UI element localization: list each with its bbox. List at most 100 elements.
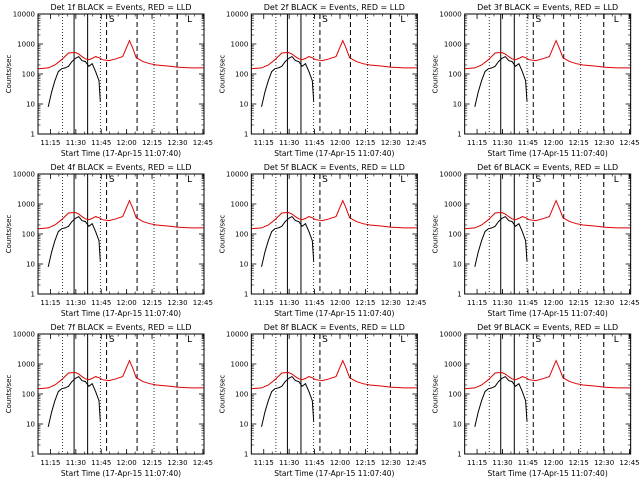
detector-panel-4: Det 4f BLACK = Events, RED = LLD Counts/s… (5, 163, 213, 318)
y-tick-label: 10000 (226, 11, 248, 19)
y-tick-label: 10 (453, 101, 462, 109)
y-tick-label: 10 (26, 421, 35, 429)
y-tick-label: 10000 (13, 331, 35, 339)
s-marker-label: S (322, 335, 328, 345)
y-tick-label: 1000 (231, 361, 249, 369)
series-line-events (47, 215, 101, 268)
x-tick-label: 11:45 (91, 139, 111, 147)
y-tick-label: 10000 (13, 171, 35, 179)
x-tick-label: 12:15 (355, 299, 375, 307)
x-tick-label: 11:30 (66, 459, 86, 467)
s-marker-label: S (535, 15, 541, 25)
y-tick-label: 10 (239, 421, 248, 429)
x-tick-label: 12:15 (355, 139, 375, 147)
y-axis-label: Counts/sec (432, 375, 440, 414)
x-tick-label: 12:00 (543, 459, 563, 467)
y-tick-label: 100 (448, 391, 461, 399)
x-tick-label: 11:30 (66, 299, 86, 307)
s-marker-label: S (322, 175, 328, 185)
series-line-events (261, 55, 315, 108)
panel-title: Det 6f BLACK = Events, RED = LLD (477, 163, 618, 172)
y-tick-label: 10000 (439, 171, 461, 179)
detector-panel-8: Det 8f BLACK = Events, RED = LLD Counts/s… (218, 323, 426, 478)
s-marker-label: S (109, 335, 115, 345)
y-tick-label: 100 (22, 391, 35, 399)
x-tick-label: 11:45 (91, 299, 111, 307)
l-marker-label: L (614, 175, 619, 185)
x-tick-label: 11:45 (518, 459, 538, 467)
l-marker-label: L (400, 15, 405, 25)
y-tick-label: 10 (239, 261, 248, 269)
series-line-lld (37, 39, 204, 70)
y-tick-label: 1 (31, 451, 35, 459)
y-tick-label: 1000 (231, 41, 249, 49)
y-tick-label: 1 (244, 291, 248, 299)
x-axis-label: Start Time (17-Apr-15 11:07:40) (274, 149, 394, 158)
series-line-lld (251, 359, 418, 390)
x-tick-label: 11:45 (304, 299, 324, 307)
x-tick-label: 12:45 (619, 299, 639, 307)
y-tick-label: 1000 (17, 41, 35, 49)
y-tick-label: 100 (448, 71, 461, 79)
x-tick-label: 12:45 (193, 459, 213, 467)
x-tick-label: 11:15 (254, 299, 274, 307)
x-tick-label: 12:30 (167, 299, 187, 307)
plot-frame (464, 13, 632, 135)
y-tick-label: 1000 (231, 201, 249, 209)
x-tick-label: 12:30 (167, 139, 187, 147)
x-tick-label: 11:30 (492, 139, 512, 147)
x-tick-label: 11:15 (467, 139, 487, 147)
x-tick-label: 12:30 (594, 459, 614, 467)
plot-frame (37, 173, 205, 295)
x-tick-label: 11:15 (40, 299, 60, 307)
x-axis-label: Start Time (17-Apr-15 11:07:40) (488, 469, 608, 478)
series-line-events (47, 375, 101, 428)
x-axis-label: Start Time (17-Apr-15 11:07:40) (61, 149, 181, 158)
series-line-lld (251, 199, 418, 230)
l-marker-label: L (614, 335, 619, 345)
x-tick-label: 12:00 (330, 459, 350, 467)
x-tick-label: 11:30 (492, 459, 512, 467)
y-tick-label: 1 (457, 451, 461, 459)
y-tick-label: 10000 (13, 11, 35, 19)
x-axis-label: Start Time (17-Apr-15 11:07:40) (274, 309, 394, 318)
x-axis-label: Start Time (17-Apr-15 11:07:40) (488, 309, 608, 318)
x-tick-label: 12:30 (167, 459, 187, 467)
series-line-events (474, 215, 528, 268)
x-tick-label: 11:30 (279, 459, 299, 467)
x-tick-label: 12:30 (594, 299, 614, 307)
y-tick-label: 1 (244, 131, 248, 139)
l-marker-label: L (187, 175, 192, 185)
plot-frame (464, 173, 632, 295)
y-tick-label: 1 (457, 291, 461, 299)
x-tick-label: 12:00 (543, 139, 563, 147)
x-tick-label: 12:30 (381, 459, 401, 467)
series-line-lld (251, 39, 418, 70)
y-tick-label: 1000 (17, 201, 35, 209)
x-tick-label: 12:15 (142, 299, 162, 307)
y-tick-label: 1 (31, 291, 35, 299)
series-line-events (261, 375, 315, 428)
l-marker-label: L (400, 175, 405, 185)
series-line-events (474, 375, 528, 428)
x-tick-label: 12:00 (117, 459, 137, 467)
y-tick-label: 10 (453, 261, 462, 269)
x-tick-label: 12:00 (543, 299, 563, 307)
detector-panel-6: Det 6f BLACK = Events, RED = LLD Counts/s… (432, 163, 640, 318)
x-tick-label: 12:30 (381, 299, 401, 307)
detector-panel-5: Det 5f BLACK = Events, RED = LLD Counts/s… (218, 163, 426, 318)
x-tick-label: 12:45 (406, 299, 426, 307)
x-tick-label: 11:45 (518, 139, 538, 147)
series-line-lld (464, 199, 631, 230)
x-tick-label: 11:30 (279, 299, 299, 307)
y-axis-label: Counts/sec (432, 215, 440, 254)
detector-panel-3: Det 3f BLACK = Events, RED = LLD Counts/s… (432, 3, 640, 158)
x-tick-label: 12:45 (193, 299, 213, 307)
l-marker-label: L (614, 15, 619, 25)
x-tick-label: 12:00 (330, 299, 350, 307)
y-tick-label: 10000 (226, 171, 248, 179)
x-tick-label: 11:45 (304, 139, 324, 147)
y-axis-label: Counts/sec (5, 55, 13, 94)
y-axis-label: Counts/sec (432, 55, 440, 94)
series-line-lld (37, 359, 204, 390)
